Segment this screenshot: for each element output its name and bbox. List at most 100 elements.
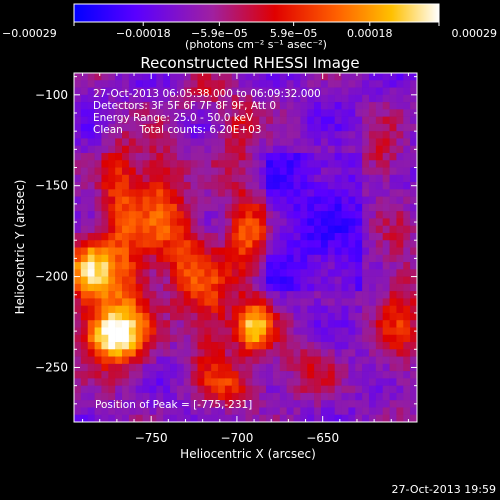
heatmap-cell (286, 363, 294, 372)
heatmap-cell (389, 152, 397, 161)
heatmap-cell (211, 109, 219, 117)
heatmap-cell (314, 225, 322, 234)
heatmap-cell (320, 291, 329, 299)
heatmap-cell (122, 109, 130, 117)
heatmap-cell (327, 73, 335, 81)
heatmap-cell (108, 109, 116, 117)
heatmap-cell (183, 276, 191, 285)
heatmap-cell (231, 109, 239, 117)
heatmap-cell (115, 160, 123, 168)
heatmap-cell (149, 342, 157, 350)
heatmap-cell (170, 203, 178, 212)
heatmap-cell (87, 262, 95, 270)
heatmap-cell (279, 312, 287, 321)
heatmap-cell (211, 232, 219, 241)
heatmap-cell (101, 203, 109, 212)
heatmap-cell (101, 145, 109, 154)
heatmap-cell (259, 291, 267, 299)
heatmap-cell (218, 116, 226, 125)
heatmap-cell (211, 414, 219, 422)
heatmap-cell (218, 145, 226, 154)
heatmap-cell (128, 203, 137, 212)
heatmap-cell (156, 356, 164, 365)
heatmap-cell (149, 174, 157, 183)
heatmap-cell (327, 392, 335, 401)
heatmap-cell (334, 334, 342, 343)
heatmap-cell (74, 225, 82, 234)
heatmap-cell (74, 400, 82, 408)
heatmap-cell (163, 262, 171, 270)
heatmap-cell (176, 385, 185, 394)
heatmap-cell (279, 342, 287, 350)
heatmap-cell (286, 211, 294, 219)
heatmap-cell (327, 203, 335, 212)
heatmap-cell (334, 160, 342, 168)
heatmap-cell (327, 247, 335, 256)
heatmap-cell (327, 283, 335, 292)
heatmap-cell (252, 218, 260, 226)
heatmap-cell (115, 189, 123, 197)
heatmap-cell (211, 254, 219, 263)
heatmap-cell (266, 240, 274, 248)
heatmap-cell (259, 80, 267, 88)
heatmap-cell (293, 196, 301, 205)
heatmap-cell (183, 167, 191, 176)
heatmap-cell (156, 247, 164, 256)
heatmap-cell (149, 283, 157, 292)
heatmap-cell (389, 312, 397, 321)
heatmap-cell (218, 327, 226, 336)
heatmap-cell (334, 131, 342, 139)
heatmap-cell (348, 80, 356, 88)
heatmap-cell (362, 131, 370, 139)
heatmap-cell (94, 378, 102, 386)
heatmap-cell (286, 218, 294, 226)
heatmap-cell (327, 152, 335, 161)
heatmap-cell (115, 342, 123, 350)
heatmap-cell (286, 327, 294, 336)
heatmap-cell (211, 116, 219, 125)
heatmap-cell (368, 247, 377, 256)
heatmap-cell (293, 247, 301, 256)
heatmap-cell (259, 131, 267, 139)
heatmap-cell (122, 196, 130, 205)
heatmap-cell (87, 109, 95, 117)
heatmap-cell (101, 138, 109, 147)
heatmap-cell (128, 342, 137, 350)
heatmap-cell (101, 87, 109, 96)
heatmap-cell (334, 152, 342, 161)
heatmap-cell (156, 152, 164, 161)
heatmap-cell (142, 102, 150, 110)
heatmap-cell (252, 356, 260, 365)
heatmap-cell (231, 371, 239, 379)
heatmap-cell (348, 407, 356, 416)
heatmap-cell (115, 218, 123, 226)
heatmap-cell (156, 371, 164, 379)
heatmap-cell (87, 94, 95, 103)
heatmap-cell (375, 145, 383, 154)
heatmap-cell (87, 174, 95, 183)
heatmap-cell (307, 218, 315, 226)
heatmap-cell (320, 73, 329, 81)
heatmap-cell (348, 145, 356, 154)
heatmap-cell (149, 320, 157, 328)
heatmap-cell (94, 232, 102, 241)
heatmap-cell (115, 378, 123, 386)
heatmap-cell (341, 276, 349, 285)
heatmap-cell (279, 123, 287, 132)
heatmap-cell (279, 116, 287, 125)
heatmap-cell (307, 356, 315, 365)
heatmap-cell (80, 232, 89, 241)
heatmap-cell (108, 254, 116, 263)
heatmap-cell (396, 305, 404, 314)
heatmap-cell (300, 240, 308, 248)
heatmap-cell (396, 291, 404, 299)
heatmap-cell (80, 320, 89, 328)
heatmap-cell (74, 247, 82, 256)
heatmap-cell (334, 247, 342, 256)
heatmap-cell (218, 109, 226, 117)
heatmap-cell (375, 218, 383, 226)
heatmap-cell (238, 269, 246, 277)
heatmap-cell (327, 225, 335, 234)
heatmap-cell (108, 123, 116, 132)
heatmap-cell (252, 189, 260, 197)
